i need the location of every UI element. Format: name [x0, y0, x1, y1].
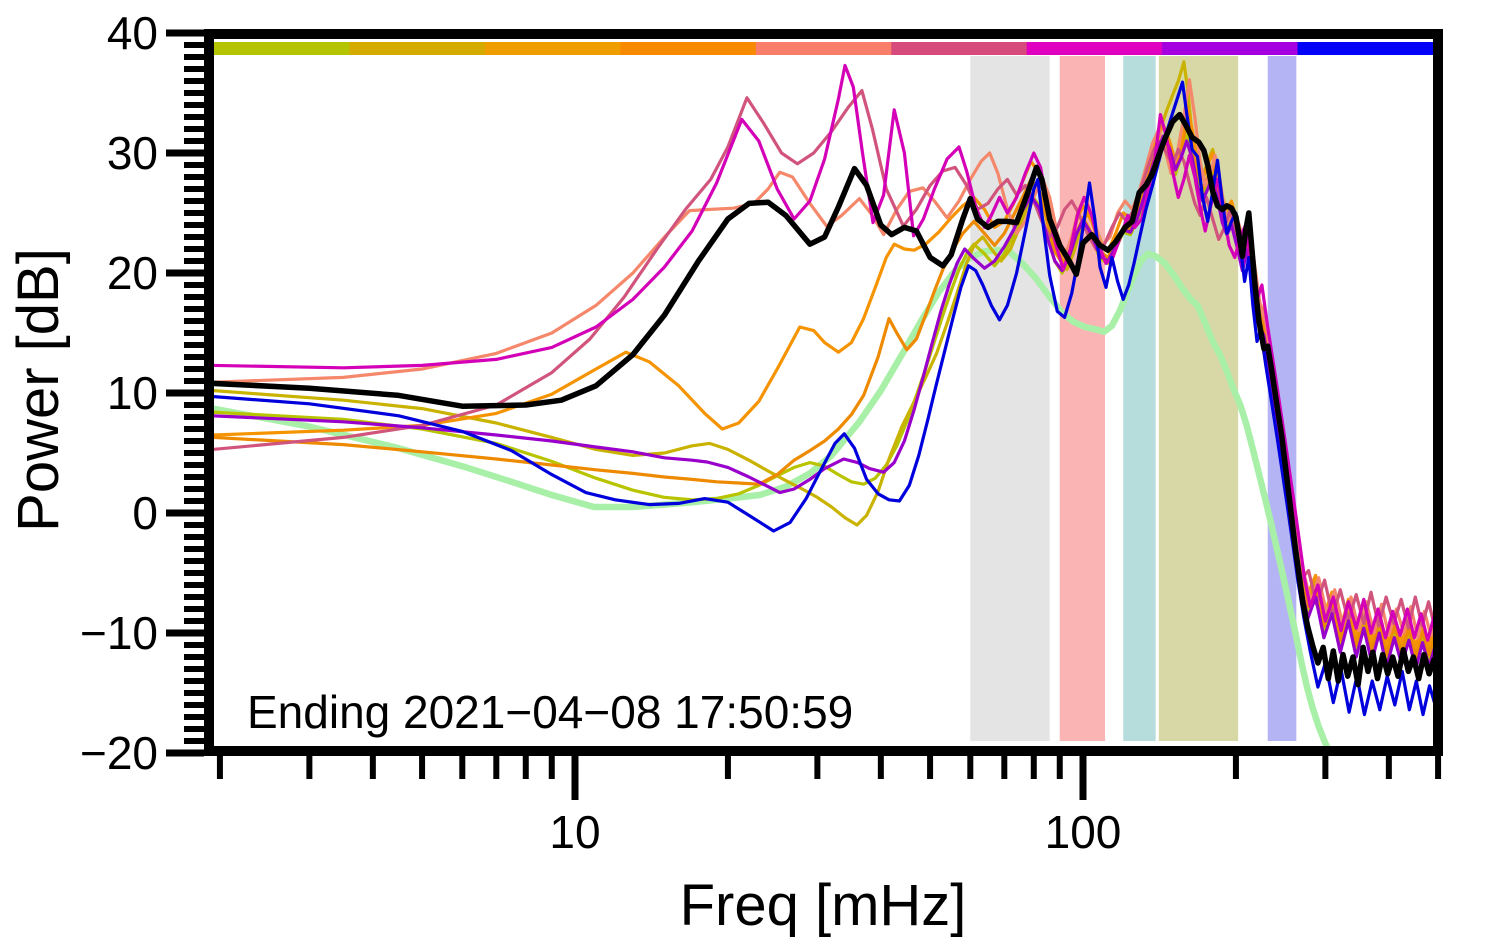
x-tick-label: 10 [549, 806, 600, 858]
series-yellowgreen-line [214, 133, 1433, 664]
y-tick-label: 30 [107, 127, 158, 179]
colorbar-seg-yellowgreen [214, 42, 350, 55]
axis-ticks-layer [166, 29, 1442, 800]
x-axis-label: Freq [mHz] [680, 873, 967, 938]
y-tick-label: −20 [80, 727, 158, 779]
colorbar-seg-orange-light [484, 42, 621, 55]
ending-timestamp-annotation: Ending 2021−04−08 17:50:59 [247, 686, 853, 738]
spectra-layer [214, 60, 1433, 746]
x-tick-label: 100 [1045, 806, 1122, 858]
frequency-bands-layer [970, 56, 1297, 741]
plot-frame [204, 29, 1443, 756]
series-rose-line [214, 89, 1433, 630]
colorbar-seg-gold [349, 42, 486, 55]
series-magenta-line [214, 63, 1433, 642]
series-black-line [214, 111, 1433, 688]
series-salmon-line [214, 78, 1433, 640]
series-orange2-line [214, 121, 1433, 659]
colorbar-seg-magenta [1026, 42, 1163, 55]
series-orange1-line [214, 103, 1433, 649]
frequency-colorbar [214, 42, 1434, 55]
series-purple-line [214, 134, 1433, 671]
y-tick-label: −10 [80, 607, 158, 659]
colorbar-seg-salmon [755, 42, 892, 55]
series-green-line [214, 246, 1331, 746]
colorbar-seg-blue [1297, 42, 1434, 55]
colorbar-seg-rose [891, 42, 1028, 55]
series-blue-line [214, 80, 1433, 717]
y-tick-label: 10 [107, 367, 158, 419]
y-tick-label: 40 [107, 7, 158, 59]
band-pink [1059, 56, 1106, 741]
y-tick-label: 20 [107, 247, 158, 299]
y-axis-label: Power [dB] [6, 248, 71, 532]
colorbar-seg-violet [1162, 42, 1299, 55]
colorbar-seg-orange [620, 42, 757, 55]
y-tick-label: 0 [132, 487, 158, 539]
